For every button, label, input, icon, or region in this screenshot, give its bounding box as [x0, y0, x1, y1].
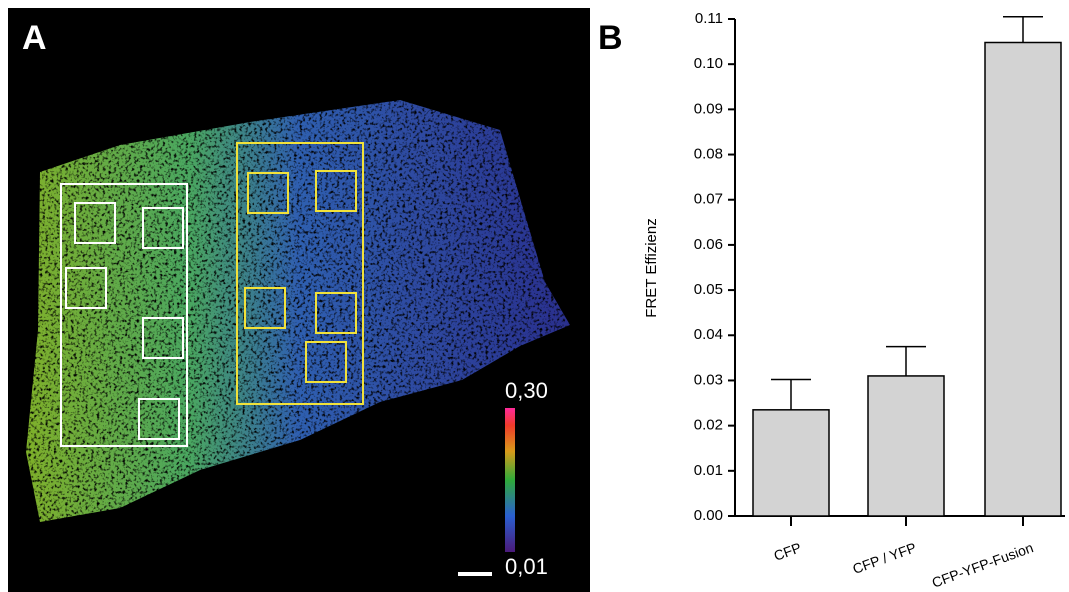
y-tick-label: 0.11	[695, 10, 723, 27]
y-axis-title: FRET Effizienz	[643, 218, 660, 317]
bar	[867, 375, 945, 517]
roi-boxes	[65, 202, 184, 440]
x-tick-label: CFP	[772, 539, 804, 564]
y-tick-label: 0.07	[694, 191, 723, 208]
roi-region	[236, 142, 364, 405]
roi-boxes	[244, 170, 357, 383]
roi-region	[60, 183, 188, 447]
colorbar-label: 0,30	[505, 378, 548, 403]
y-tick-label: 0.10	[694, 55, 723, 72]
y-tick-label: 0.00	[694, 507, 723, 524]
y-tick-label: 0.04	[694, 326, 723, 343]
x-tick-label: CFP / YFP	[850, 539, 918, 577]
y-tick-label: 0.03	[694, 371, 723, 388]
colorbar-label: 0,01	[505, 554, 548, 579]
panel-label: A	[22, 19, 47, 57]
y-tick-label: 0.09	[694, 100, 723, 117]
y-tick-label: 0.02	[694, 417, 723, 434]
y-tick-label: 0.08	[694, 146, 723, 163]
y-tick-label: 0.01	[694, 462, 723, 479]
y-tick-label: 0.06	[694, 236, 723, 253]
plot: 0.00 0.01 0.02 0.03 0.04 0.05 0.06 0.07 0.08 0.09…	[694, 10, 1065, 591]
panel-label: B	[598, 19, 623, 57]
x-tick-label: CFP-YFP-Fusion	[930, 539, 1036, 590]
colorbar	[505, 408, 515, 552]
bar	[984, 41, 1062, 517]
bar	[752, 409, 830, 517]
y-tick-label: 0.05	[694, 281, 723, 298]
cell-image	[26, 100, 570, 522]
